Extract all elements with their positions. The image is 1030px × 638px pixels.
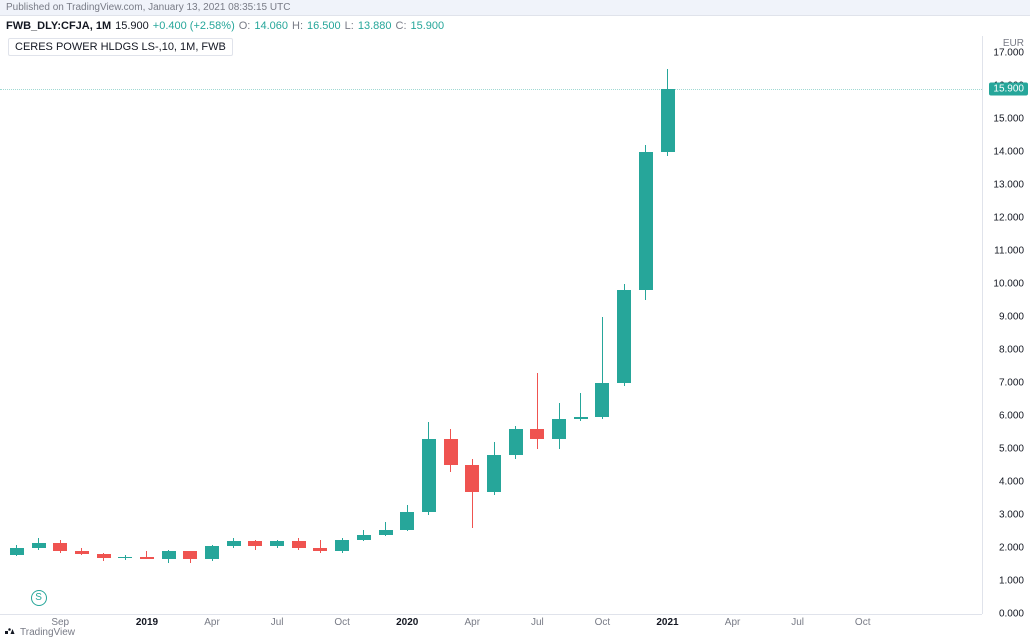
y-tick: 11.000 [994, 245, 1024, 256]
high-label: H: [292, 20, 303, 32]
symbol-info-bar: FWB_DLY:CFJA, 1M 15.900 +0.400 (+2.58%) … [0, 17, 1030, 35]
low-label: L: [345, 20, 354, 32]
candle-body [661, 89, 675, 152]
candle-body [379, 530, 393, 535]
candle-body [617, 290, 631, 382]
x-tick: Jul [271, 617, 284, 628]
x-tick: 2021 [656, 617, 678, 628]
x-tick: Oct [334, 617, 350, 628]
candle-body [140, 557, 154, 558]
y-tick: 1.000 [999, 575, 1024, 586]
candle-body [75, 551, 89, 554]
candle-body [530, 429, 544, 439]
candle-body [183, 551, 197, 559]
candlestick-chart[interactable]: S [0, 36, 982, 614]
y-tick: 6.000 [999, 410, 1024, 421]
y-tick: 7.000 [999, 377, 1024, 388]
high-value: 16.500 [307, 20, 341, 32]
candle-body [162, 551, 176, 558]
candle-body [509, 429, 523, 455]
split-badge[interactable]: S [31, 590, 47, 606]
y-tick: 2.000 [999, 542, 1024, 553]
candle-body [97, 554, 111, 558]
close-value: 15.900 [411, 20, 445, 32]
candle-body [639, 152, 653, 291]
last-price: 15.900 [115, 20, 149, 32]
y-tick: 8.000 [999, 344, 1024, 355]
candle-body [53, 543, 67, 551]
candle-body [227, 541, 241, 546]
x-tick: Apr [725, 617, 741, 628]
publish-header: Published on TradingView.com, January 13… [0, 0, 1030, 16]
candle-body [205, 546, 219, 559]
candle-body [270, 541, 284, 546]
y-tick: 10.000 [993, 278, 1024, 289]
candle-body [465, 465, 479, 491]
price-change: +0.400 (+2.58%) [153, 20, 235, 32]
candle-body [400, 512, 414, 530]
candle-body [487, 455, 501, 491]
tradingview-logo-icon [4, 626, 16, 638]
candle-body [32, 543, 46, 548]
candle-body [595, 383, 609, 418]
symbol-name[interactable]: FWB_DLY:CFJA, 1M [6, 20, 111, 32]
candle-body [552, 419, 566, 439]
x-tick: Apr [204, 617, 220, 628]
y-tick: 14.000 [993, 146, 1024, 157]
candle-body [313, 548, 327, 551]
y-tick: 3.000 [999, 509, 1024, 520]
y-tick: 13.000 [993, 179, 1024, 190]
open-label: O: [239, 20, 251, 32]
x-tick: Jul [791, 617, 804, 628]
x-tick: 2020 [396, 617, 418, 628]
candle-body [10, 548, 24, 555]
y-tick: 4.000 [999, 476, 1024, 487]
y-tick: 9.000 [999, 311, 1024, 322]
footer-brand[interactable]: TradingView [4, 626, 75, 638]
candle-body [444, 439, 458, 465]
candle-body [574, 417, 588, 419]
candle-body [118, 557, 132, 558]
candle-body [248, 541, 262, 546]
y-tick: 0.000 [999, 609, 1024, 620]
low-value: 13.880 [358, 20, 392, 32]
current-price-line [0, 89, 982, 90]
publish-text: Published on TradingView.com, January 13… [6, 2, 290, 13]
x-tick: Oct [855, 617, 871, 628]
candle-body [422, 439, 436, 512]
footer-text: TradingView [20, 627, 75, 638]
candle-body [357, 535, 371, 540]
candle-body [335, 540, 349, 552]
x-tick: Oct [595, 617, 611, 628]
y-tick: 15.000 [993, 113, 1024, 124]
current-price-badge: 15.900 [989, 82, 1028, 95]
y-tick: 17.000 [993, 47, 1024, 58]
y-tick: 5.000 [999, 443, 1024, 454]
price-axis[interactable]: EUR 0.0001.0002.0003.0004.0005.0006.0007… [982, 36, 1030, 614]
x-tick: Apr [465, 617, 481, 628]
time-axis[interactable]: Sep2019AprJulOct2020AprJulOct2021AprJulO… [0, 614, 982, 630]
x-tick: Jul [531, 617, 544, 628]
y-tick: 12.000 [993, 212, 1024, 223]
open-value: 14.060 [254, 20, 288, 32]
x-tick: 2019 [136, 617, 158, 628]
candle-body [292, 541, 306, 548]
close-label: C: [396, 20, 407, 32]
